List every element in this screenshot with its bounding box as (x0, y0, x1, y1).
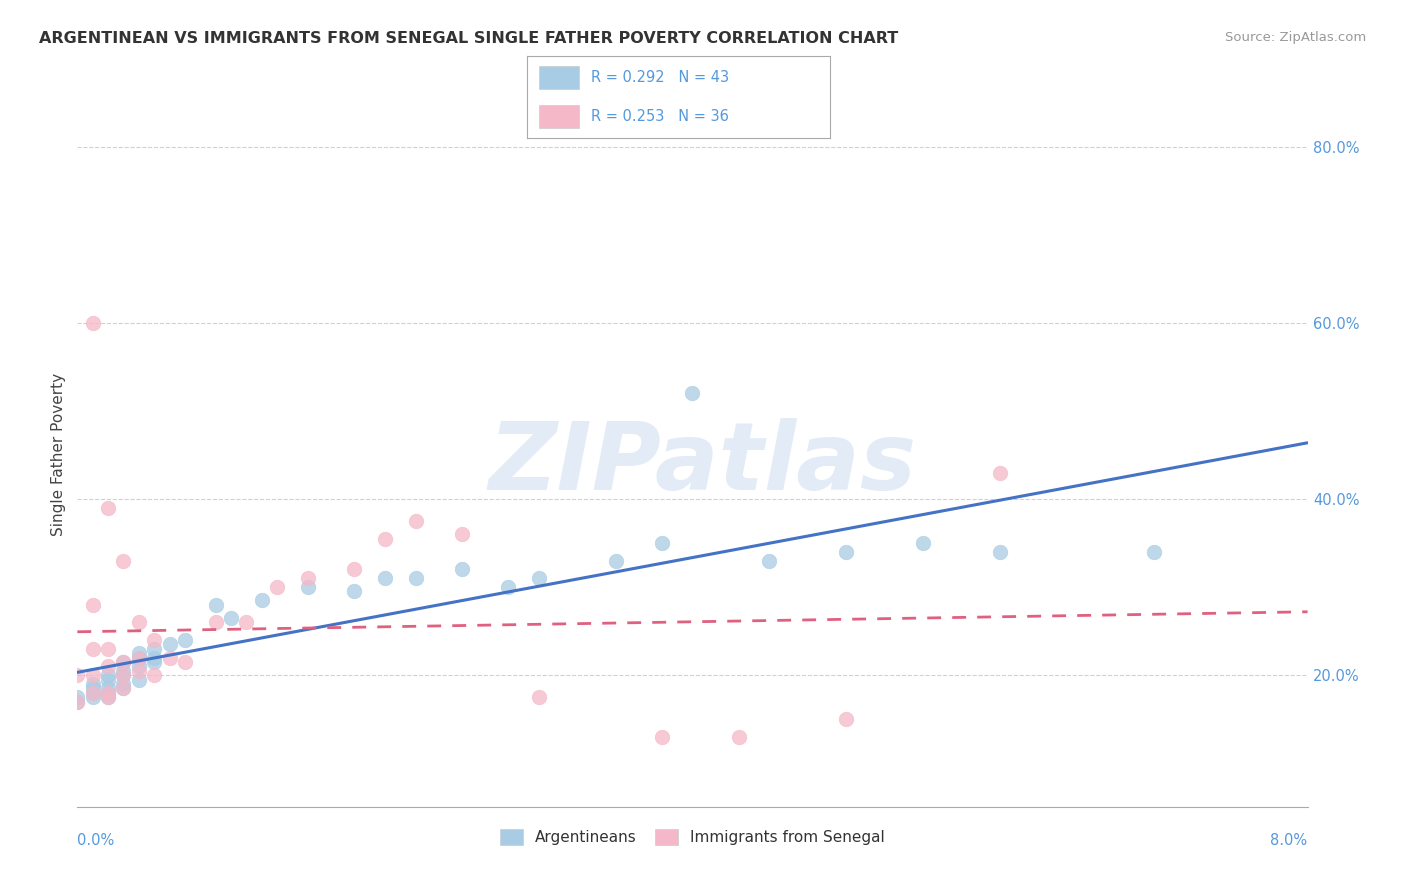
Point (219, 611, 242, 625)
Point (235, 615, 257, 630)
Point (82, 598, 104, 612)
Point (112, 655, 135, 669)
Point (527, 571, 550, 585)
Text: ZIPatlas: ZIPatlas (489, 417, 917, 510)
Point (112, 668, 135, 682)
Point (97, 690, 120, 705)
Point (450, 527, 472, 541)
Point (97, 641, 120, 656)
Text: 8.0%: 8.0% (1271, 833, 1308, 847)
Point (143, 641, 166, 656)
Point (988, 545, 1011, 559)
Point (143, 632, 166, 647)
Point (250, 593, 273, 607)
Point (682, 386, 704, 401)
Point (66, 694, 89, 708)
Point (605, 553, 627, 568)
Point (97, 673, 120, 687)
Point (758, 553, 780, 568)
Point (651, 536, 673, 550)
Point (343, 584, 366, 599)
Point (143, 668, 166, 682)
Point (912, 536, 935, 550)
Point (204, 615, 226, 630)
Point (835, 545, 858, 559)
Point (97, 686, 120, 700)
Text: 0.0%: 0.0% (77, 833, 114, 847)
Point (97, 686, 120, 700)
Point (496, 580, 519, 594)
Point (82, 681, 104, 696)
Point (66, 668, 89, 682)
Point (128, 650, 150, 665)
Point (82, 686, 104, 700)
Point (297, 571, 319, 585)
Point (128, 650, 150, 665)
Point (266, 580, 288, 594)
Point (82, 316, 104, 330)
Point (97, 668, 120, 682)
Text: ARGENTINEAN VS IMMIGRANTS FROM SENEGAL SINGLE FATHER POVERTY CORRELATION CHART: ARGENTINEAN VS IMMIGRANTS FROM SENEGAL S… (39, 31, 898, 46)
Point (128, 664, 150, 678)
Point (159, 637, 181, 651)
Point (82, 686, 104, 700)
Point (112, 668, 135, 682)
Point (174, 655, 197, 669)
Bar (540, 105, 579, 128)
Point (128, 646, 150, 660)
Point (651, 730, 673, 744)
Point (128, 673, 150, 687)
Point (343, 562, 366, 576)
Point (82, 641, 104, 656)
Point (1143, 545, 1166, 559)
Point (97, 659, 120, 673)
Point (297, 580, 319, 594)
Point (143, 650, 166, 665)
Point (112, 553, 135, 568)
Point (82, 677, 104, 691)
Point (727, 730, 749, 744)
Text: R = 0.253   N = 36: R = 0.253 N = 36 (591, 110, 728, 124)
Point (204, 598, 226, 612)
Point (405, 514, 427, 528)
Point (66, 690, 89, 705)
Point (97, 690, 120, 705)
Bar (540, 66, 579, 89)
Point (112, 681, 135, 696)
Point (374, 571, 396, 585)
Point (128, 659, 150, 673)
Text: Source: ZipAtlas.com: Source: ZipAtlas.com (1226, 31, 1367, 45)
Point (112, 655, 135, 669)
Text: R = 0.292   N = 43: R = 0.292 N = 43 (591, 70, 728, 85)
Point (988, 466, 1011, 480)
Point (112, 681, 135, 696)
Point (450, 562, 472, 576)
Point (143, 655, 166, 669)
Point (128, 615, 150, 630)
Point (82, 690, 104, 705)
Point (405, 571, 427, 585)
Point (112, 664, 135, 678)
Point (66, 694, 89, 708)
Point (82, 668, 104, 682)
Point (835, 712, 858, 726)
Point (112, 677, 135, 691)
Point (527, 690, 550, 705)
Y-axis label: Single Father Poverty: Single Father Poverty (51, 374, 66, 536)
Point (97, 681, 120, 696)
Point (159, 650, 181, 665)
Point (174, 632, 197, 647)
Point (374, 532, 396, 546)
Point (97, 500, 120, 515)
Legend: Argentineans, Immigrants from Senegal: Argentineans, Immigrants from Senegal (492, 822, 893, 853)
